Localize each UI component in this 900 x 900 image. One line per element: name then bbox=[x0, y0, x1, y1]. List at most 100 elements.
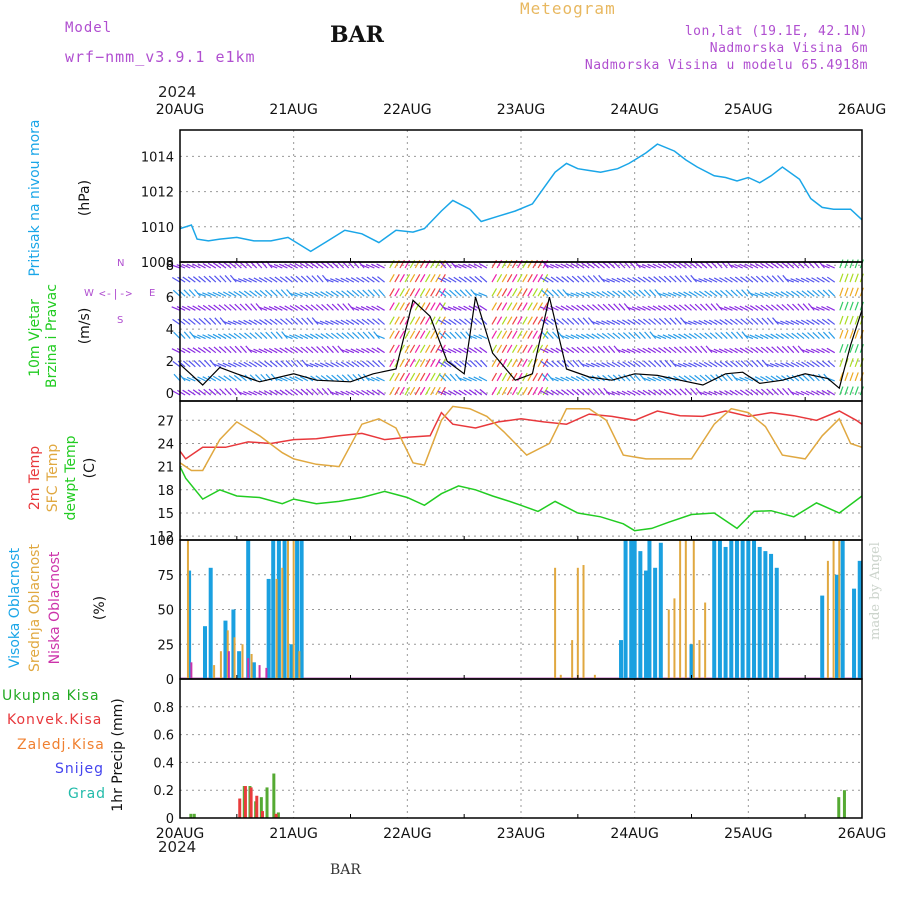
high-cloud-bar bbox=[629, 540, 634, 679]
wind-arrow bbox=[173, 331, 181, 339]
wind-arrow bbox=[708, 319, 718, 325]
wind-arrow bbox=[705, 303, 713, 311]
wind-arrow bbox=[827, 360, 836, 368]
wind-arrow bbox=[678, 262, 687, 269]
wind-arrow bbox=[734, 263, 743, 269]
wind-arrow bbox=[759, 334, 769, 340]
wind-arrow bbox=[320, 333, 329, 340]
wind-arrow bbox=[326, 345, 334, 354]
wind-arrow bbox=[775, 262, 784, 269]
wind-arrow bbox=[463, 376, 472, 382]
wind-arrow bbox=[218, 262, 227, 269]
wind-arrow bbox=[389, 302, 395, 311]
wind-arrow bbox=[496, 316, 503, 325]
wind-arrow bbox=[616, 348, 626, 354]
wind-arrow bbox=[844, 344, 849, 353]
wind-arrow bbox=[320, 375, 329, 382]
wind-arrow bbox=[780, 362, 789, 368]
wind-arrow bbox=[448, 318, 457, 325]
wind-arrow bbox=[683, 333, 692, 340]
wind-arrow bbox=[321, 387, 329, 396]
wind-arrow bbox=[618, 303, 626, 311]
wind-arrow bbox=[693, 362, 703, 368]
wind-arrow bbox=[739, 389, 749, 396]
wind-arrow bbox=[710, 303, 718, 311]
wind-arrow bbox=[301, 317, 309, 325]
high-cloud-bar bbox=[632, 540, 637, 679]
wind-arrow bbox=[750, 347, 759, 354]
wind-arrow bbox=[430, 344, 436, 353]
wind-arrow bbox=[522, 316, 528, 325]
mid-cloud-bar bbox=[241, 644, 244, 679]
wind-arrow bbox=[693, 332, 703, 340]
conv-rain-bar bbox=[260, 811, 264, 818]
wind-arrow bbox=[229, 345, 237, 354]
wind-arrow bbox=[575, 375, 585, 382]
mid-cloud-bar bbox=[554, 567, 557, 679]
low-cloud-bar bbox=[258, 665, 261, 679]
wind-arrow bbox=[637, 389, 646, 396]
wind-arrow bbox=[389, 386, 395, 396]
wind-arrow bbox=[734, 347, 743, 354]
wind-arrow bbox=[440, 288, 446, 297]
wind-arrow bbox=[367, 360, 375, 368]
wind-arrow bbox=[740, 360, 749, 368]
wind-arrow bbox=[284, 305, 293, 311]
wind-arrow bbox=[585, 362, 595, 368]
high-cloud-bar bbox=[638, 551, 643, 679]
wind-arrow bbox=[464, 289, 472, 297]
wind-arrow bbox=[183, 289, 191, 297]
wind-arrow bbox=[212, 375, 222, 382]
wind-arrow bbox=[399, 274, 405, 283]
wind-arrow bbox=[259, 289, 268, 297]
high-cloud-bar bbox=[289, 644, 294, 679]
wind-arrow bbox=[228, 291, 237, 297]
wind-arrow bbox=[780, 320, 789, 326]
wind-arrow bbox=[404, 288, 411, 297]
wind-arrow bbox=[458, 318, 467, 325]
wind-arrow bbox=[474, 275, 483, 283]
mid-cloud-bar bbox=[593, 674, 596, 679]
wind-arrow bbox=[285, 360, 293, 368]
wind-arrow bbox=[376, 305, 385, 311]
wind-arrow bbox=[730, 289, 738, 297]
wind-arrow bbox=[511, 386, 518, 396]
total-rain-bar bbox=[842, 790, 846, 818]
wind-arrow bbox=[187, 347, 196, 354]
wind-arrow bbox=[760, 388, 769, 396]
wind-arrow bbox=[597, 345, 605, 354]
high-cloud-bar bbox=[251, 662, 256, 679]
total-rain-bar bbox=[837, 797, 841, 818]
wind-arrow bbox=[269, 318, 278, 325]
wind-arrow bbox=[204, 359, 212, 368]
wind-arrow bbox=[642, 263, 651, 269]
wind-arrow bbox=[300, 304, 309, 311]
y-tick-label: 0 bbox=[166, 812, 174, 827]
wind-arrow bbox=[458, 389, 467, 396]
wind-arrow bbox=[688, 333, 697, 340]
wind-arrow bbox=[622, 361, 631, 368]
wind-arrow bbox=[672, 363, 682, 368]
wind-arrow bbox=[805, 390, 815, 396]
wind-arrow bbox=[602, 261, 611, 269]
wind-arrow bbox=[849, 273, 854, 283]
wind-arrow bbox=[306, 317, 314, 325]
wind-arrow bbox=[683, 362, 692, 368]
wind-arrow bbox=[560, 305, 570, 311]
wind-arrow bbox=[797, 261, 805, 269]
wind-arrow bbox=[601, 290, 610, 297]
wind-arrow bbox=[355, 306, 365, 311]
wind-arrow bbox=[679, 346, 687, 354]
wind-arrow bbox=[555, 263, 564, 269]
wind-arrow bbox=[244, 261, 253, 269]
wind-arrow bbox=[664, 359, 672, 368]
wind-arrow bbox=[222, 320, 232, 326]
wind-arrow bbox=[430, 358, 436, 368]
wind-arrow bbox=[254, 361, 263, 368]
wind-arrow bbox=[648, 318, 657, 325]
wind-arrow bbox=[694, 374, 703, 382]
high-cloud-bar bbox=[203, 626, 208, 679]
wind-arrow bbox=[172, 360, 181, 368]
wind-arrow bbox=[744, 347, 754, 354]
wind-arrow bbox=[227, 362, 237, 368]
